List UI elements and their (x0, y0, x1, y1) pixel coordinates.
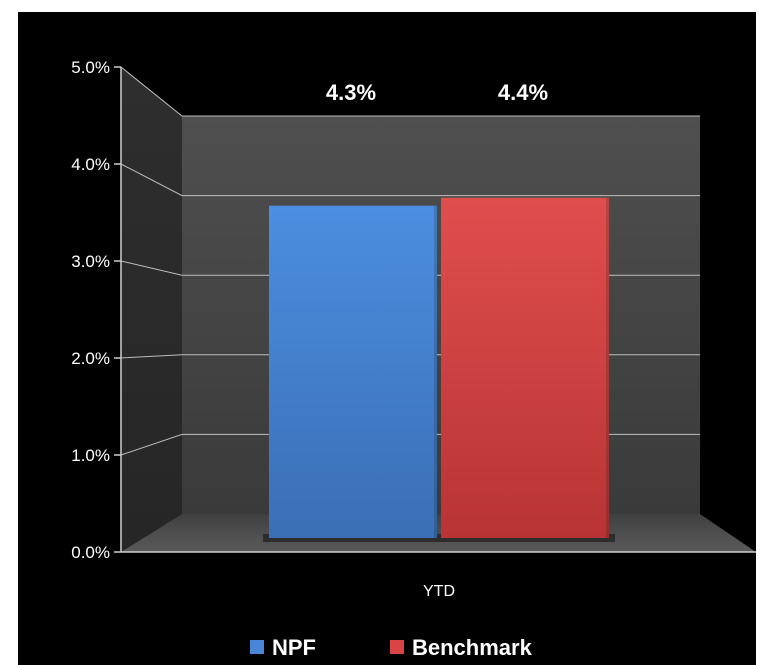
chart-area: 0.0% 1.0% 2.0% 3.0% 4.0% 5.0% 4.3% 4.4% YTD NP… (18, 12, 756, 665)
x-axis-labels: YTD (423, 583, 455, 600)
bar-chart: 0.0% 1.0% 2.0% 3.0% 4.0% 5.0% 4.3% 4.4% YTD NP… (71, 58, 756, 660)
floor (121, 514, 756, 552)
data-label-npf: 4.3% (326, 80, 376, 105)
bar-edge (606, 197, 609, 538)
y-axis-ticks: 0.0% 1.0% 2.0% 3.0% 4.0% 5.0% (71, 58, 121, 562)
legend-swatch-benchmark (390, 640, 404, 654)
bar-benchmark (441, 197, 609, 538)
y-tick-label: 1.0% (71, 446, 110, 465)
bar-shadow (263, 534, 615, 542)
legend-label-benchmark: Benchmark (412, 635, 533, 660)
y-tick-label: 3.0% (71, 252, 110, 271)
data-label-benchmark: 4.4% (498, 80, 548, 105)
legend-label-npf: NPF (272, 635, 316, 660)
legend: NPF Benchmark (250, 635, 533, 660)
bar-npf (269, 205, 437, 538)
side-wall (121, 67, 182, 552)
y-tick-label: 2.0% (71, 349, 110, 368)
x-category-label: YTD (423, 583, 455, 600)
bars (263, 197, 615, 542)
gridline (120, 163, 700, 197)
y-tick-label: 0.0% (71, 543, 110, 562)
data-labels: 4.3% 4.4% (326, 80, 548, 105)
bar-edge (434, 205, 437, 538)
legend-swatch-npf (250, 640, 264, 654)
gridline (120, 66, 700, 117)
y-tick-label: 5.0% (71, 58, 110, 77)
y-tick-label: 4.0% (71, 155, 110, 174)
